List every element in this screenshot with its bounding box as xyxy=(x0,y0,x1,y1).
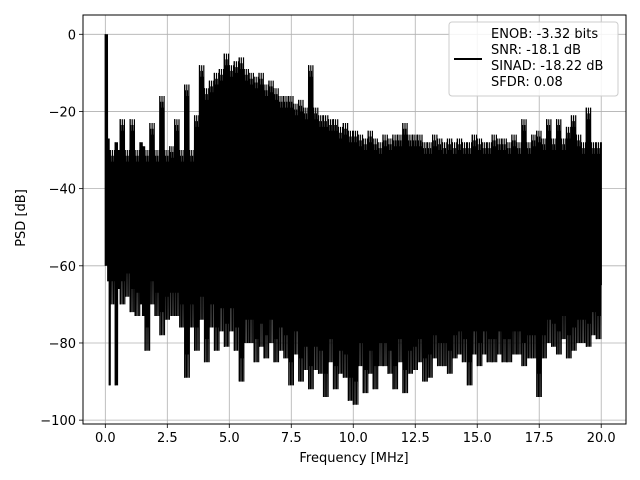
plot-area xyxy=(104,34,602,405)
x-tick-label: 0.0 xyxy=(95,431,116,446)
legend-line-sinad: SINAD: -18.22 dB xyxy=(491,59,603,74)
axes-frame xyxy=(82,14,627,425)
x-axis-label: Frequency [MHz] xyxy=(299,451,408,466)
x-tick-label: 15.0 xyxy=(463,431,492,446)
y-tick-label: 0 xyxy=(68,28,76,43)
y-axis-label: PSD [dB] xyxy=(14,189,29,247)
x-tick-label: 12.5 xyxy=(401,431,430,446)
y-tick-label: −40 xyxy=(49,183,76,198)
y-axis-ticks: 0 −20 −40 −60 −80 −100 xyxy=(40,28,83,429)
y-tick-label: −20 xyxy=(49,105,76,120)
y-tick-label: −100 xyxy=(40,414,76,429)
legend: ENOB: -3.32 bits SNR: -18.1 dB SINAD: -1… xyxy=(448,21,619,97)
legend-box xyxy=(448,21,619,97)
x-tick-label: 20.0 xyxy=(587,431,616,446)
y-tick-label: −80 xyxy=(49,337,76,352)
legend-line-sfdr: SFDR: 0.08 xyxy=(491,75,563,90)
legend-line-enob: ENOB: -3.32 bits xyxy=(491,27,598,42)
x-tick-label: 7.5 xyxy=(281,431,302,446)
legend-line-snr: SNR: -18.1 dB xyxy=(491,43,581,58)
x-tick-label: 2.5 xyxy=(157,431,178,446)
x-tick-label: 17.5 xyxy=(525,431,554,446)
x-tick-label: 10.0 xyxy=(339,431,368,446)
x-tick-label: 5.0 xyxy=(219,431,240,446)
x-axis-ticks: 0.0 2.5 5.0 7.5 10.0 12.5 15.0 17.5 20.0 xyxy=(95,424,616,446)
y-tick-label: −60 xyxy=(49,260,76,275)
